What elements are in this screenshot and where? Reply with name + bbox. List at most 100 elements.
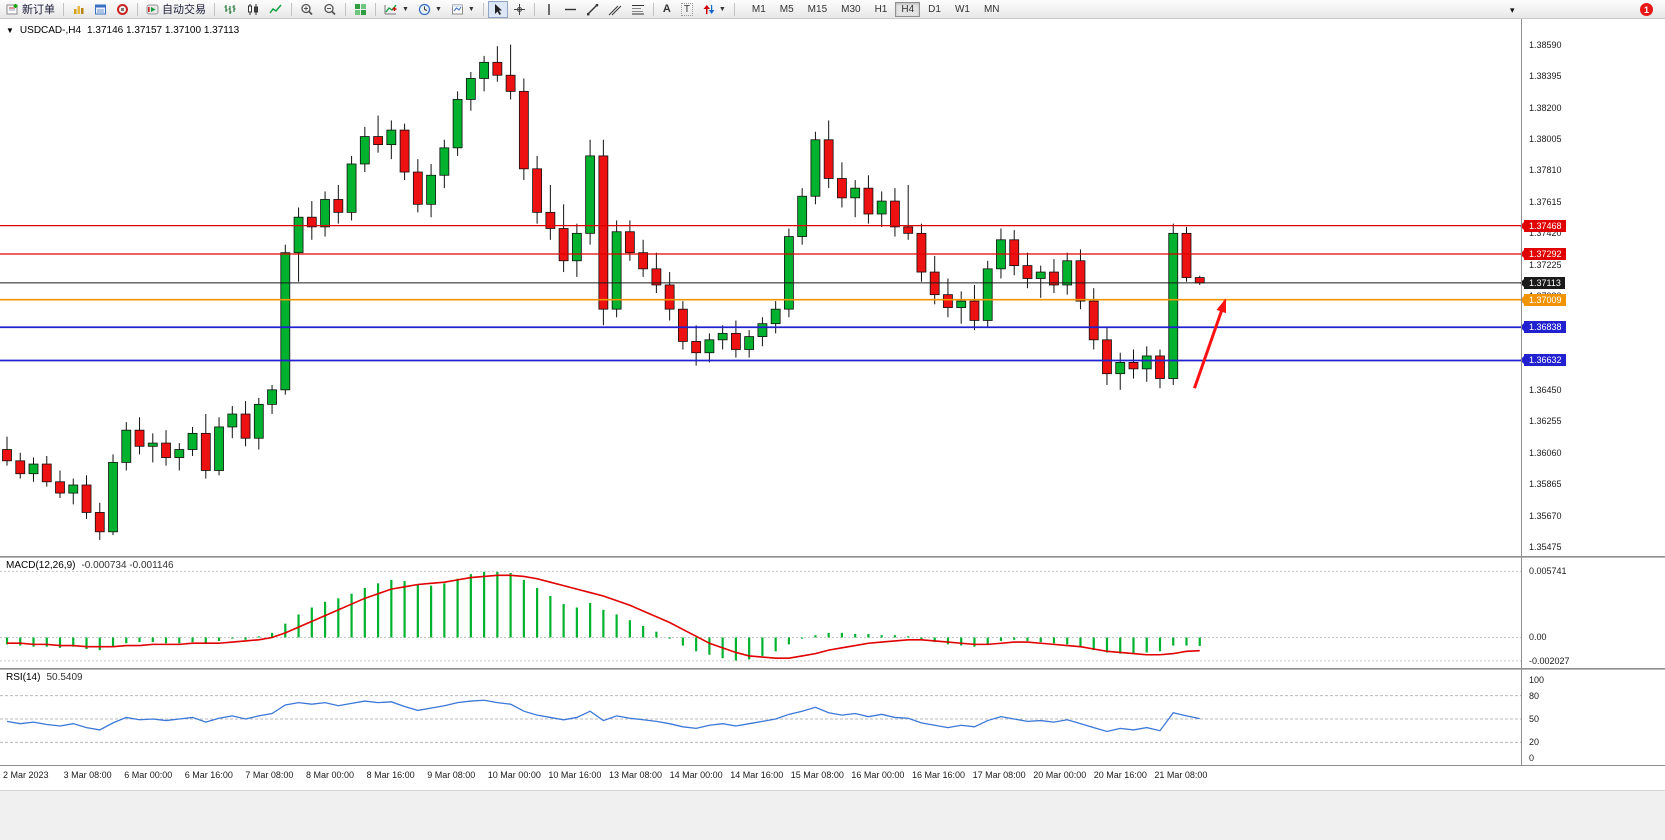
label-notch xyxy=(1520,221,1524,230)
rsi-axis-label: 100 xyxy=(1529,675,1545,685)
channel-button[interactable] xyxy=(604,1,626,18)
timeframe-h4-button[interactable]: H4 xyxy=(895,1,921,17)
timeframe-m5-button[interactable]: M5 xyxy=(774,2,800,17)
price-tick-label: 1.37615 xyxy=(1529,196,1562,207)
timeframe-group: M1 M5 M15 M30 H1 H4 D1 W1 MN xyxy=(745,1,1007,17)
toolbar-separator xyxy=(733,2,735,16)
timeframe-d1-button[interactable]: D1 xyxy=(922,2,947,17)
price-tick-label: 1.36255 xyxy=(1529,416,1562,427)
algo-trading-button[interactable]: 自动交易 xyxy=(142,1,210,18)
timeframe-mn-button[interactable]: MN xyxy=(978,2,1006,17)
indicators-icon xyxy=(384,4,397,14)
price-chart-canvas[interactable] xyxy=(0,22,1521,556)
vertical-line-button[interactable] xyxy=(539,1,559,18)
candle-body xyxy=(479,61,489,79)
timeframe-m30-button[interactable]: M30 xyxy=(835,2,866,17)
candle-body xyxy=(571,232,582,262)
depth-of-market-button[interactable] xyxy=(68,1,89,18)
macd-axis-label: -0.002027 xyxy=(1529,655,1570,666)
notification-badge[interactable]: 1 xyxy=(1640,3,1653,16)
periods-button[interactable]: ▼ xyxy=(414,1,446,18)
templates-button[interactable]: ▼ xyxy=(447,1,479,18)
indicators-button[interactable]: ▼ xyxy=(380,1,413,18)
panel-divider[interactable] xyxy=(0,668,1665,670)
candle-body xyxy=(373,136,383,146)
candle-body xyxy=(28,463,39,475)
new-order-button[interactable]: 新订单 xyxy=(2,1,59,18)
line-chart-button[interactable] xyxy=(265,1,287,18)
candles-chart-button[interactable] xyxy=(242,1,264,18)
candle-body xyxy=(1009,239,1020,267)
time-axis-label: 2 Mar 2023 xyxy=(3,770,49,780)
crosshair-button[interactable] xyxy=(509,1,530,18)
price-tick-label: 1.35865 xyxy=(1529,479,1562,490)
candle-body xyxy=(187,432,198,450)
candle-body xyxy=(174,449,185,458)
toolbar-overflow-icon[interactable]: ▾ xyxy=(1510,5,1515,15)
zoom-in-button[interactable] xyxy=(296,1,318,18)
candle-body xyxy=(903,226,914,234)
timeframe-h1-button[interactable]: H1 xyxy=(869,2,894,17)
data-window-icon xyxy=(95,4,106,14)
toolbar-separator xyxy=(345,2,346,16)
toolbar-separator xyxy=(375,2,376,16)
candle-body xyxy=(1115,362,1126,375)
candle-body xyxy=(744,336,755,350)
text-tool-button[interactable]: A xyxy=(658,1,676,18)
rsi-line xyxy=(6,699,1200,733)
panel-divider[interactable] xyxy=(0,556,1665,558)
timeframe-m15-button[interactable]: M15 xyxy=(802,2,833,17)
new-order-icon xyxy=(6,3,18,14)
rsi-value: 50.5409 xyxy=(46,672,83,683)
rsi-panel-canvas[interactable] xyxy=(0,670,1521,764)
chart-symbol-header: ▼ USDCAD-,H4 1.37146 1.37157 1.37100 1.3… xyxy=(6,25,239,36)
time-axis-label: 16 Mar 00:00 xyxy=(851,770,905,780)
fibonacci-button[interactable] xyxy=(627,1,649,18)
price-tick-label: 1.36060 xyxy=(1529,447,1562,458)
toolbar-separator xyxy=(533,2,535,16)
label-tool-button[interactable]: T xyxy=(677,1,697,18)
trendline-button[interactable] xyxy=(582,1,603,18)
price-tick-label: 1.37810 xyxy=(1529,165,1562,176)
candle-body xyxy=(505,74,516,92)
candle-body xyxy=(518,90,529,170)
time-axis-label: 13 Mar 08:00 xyxy=(609,770,663,780)
cursor-button[interactable] xyxy=(487,0,508,18)
candle-body xyxy=(1168,232,1179,379)
price-tick-label: 1.35475 xyxy=(1529,542,1562,553)
candle-body xyxy=(916,232,927,273)
time-axis-label: 14 Mar 00:00 xyxy=(669,770,723,780)
data-window-button[interactable] xyxy=(90,1,111,18)
zoom-out-button[interactable] xyxy=(319,1,341,18)
price-tick-label: 1.38005 xyxy=(1529,133,1562,144)
candle-body xyxy=(677,308,688,342)
horizontal-line-button[interactable] xyxy=(560,1,581,18)
candle-body xyxy=(876,200,887,215)
annotation-arrow[interactable] xyxy=(1193,300,1227,389)
new-order-label: 新订单 xyxy=(22,4,55,16)
scale-border-line xyxy=(1521,19,1522,765)
time-axis-label: 9 Mar 08:00 xyxy=(427,770,476,780)
timeframe-w1-button[interactable]: W1 xyxy=(949,2,976,17)
candle-body xyxy=(1049,271,1059,286)
chevron-down-icon: ▼ xyxy=(718,5,726,13)
collapse-ohlc-icon[interactable]: ▼ xyxy=(6,26,14,35)
timeframe-m1-button[interactable]: M1 xyxy=(746,2,772,17)
candle-body xyxy=(956,300,967,308)
bars-chart-button[interactable] xyxy=(219,1,241,18)
macd-signal-line xyxy=(7,574,1200,660)
time-scale[interactable]: 2 Mar 2023 3 Mar 08:00 6 Mar 00:00 6 Mar 16… xyxy=(0,765,1521,790)
arrows-tool-button[interactable]: ▼ xyxy=(698,1,730,18)
template-icon xyxy=(451,4,463,14)
candle-body xyxy=(1062,260,1073,286)
candle-body xyxy=(121,429,132,463)
toolbox-button[interactable] xyxy=(112,1,133,18)
candle-body xyxy=(412,171,423,205)
tile-windows-button[interactable] xyxy=(350,1,371,18)
price-scale[interactable]: 1.38590 1.38395 1.38200 1.38005 1.37810 1.376… xyxy=(1520,19,1665,765)
time-axis-label: 10 Mar 00:00 xyxy=(487,770,541,780)
level-price-label: 1.36632 xyxy=(1520,354,1566,367)
macd-values: -0.000734 -0.001146 xyxy=(81,560,174,571)
macd-panel-canvas[interactable] xyxy=(0,558,1521,668)
